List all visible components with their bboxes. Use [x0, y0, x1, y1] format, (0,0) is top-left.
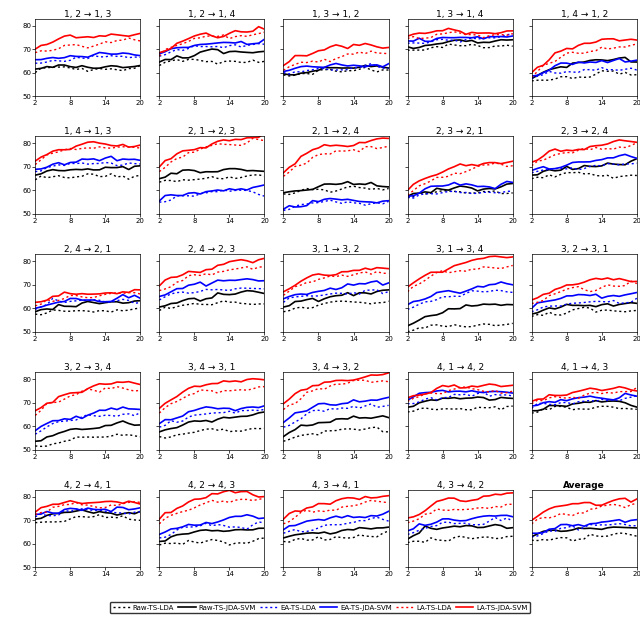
Title: 4, 2 → 4, 3: 4, 2 → 4, 3	[188, 480, 236, 490]
Title: Average: Average	[563, 480, 605, 490]
Title: 1, 4 → 1, 2: 1, 4 → 1, 2	[561, 9, 608, 19]
Title: 3, 2 → 3, 1: 3, 2 → 3, 1	[561, 245, 608, 254]
Title: 1, 3 → 1, 4: 1, 3 → 1, 4	[436, 9, 484, 19]
Title: 1, 2 → 1, 4: 1, 2 → 1, 4	[188, 9, 236, 19]
Title: 3, 4 → 3, 1: 3, 4 → 3, 1	[188, 363, 236, 372]
Title: 3, 2 → 3, 4: 3, 2 → 3, 4	[64, 363, 111, 372]
Title: 2, 3 → 2, 4: 2, 3 → 2, 4	[561, 127, 608, 136]
Title: 1, 4 → 1, 3: 1, 4 → 1, 3	[64, 127, 111, 136]
Title: 2, 1 → 2, 3: 2, 1 → 2, 3	[188, 127, 236, 136]
Title: 4, 3 → 4, 2: 4, 3 → 4, 2	[436, 480, 484, 490]
Title: 2, 1 → 2, 4: 2, 1 → 2, 4	[312, 127, 360, 136]
Title: 3, 1 → 3, 4: 3, 1 → 3, 4	[436, 245, 484, 254]
Title: 3, 4 → 3, 2: 3, 4 → 3, 2	[312, 363, 360, 372]
Title: 1, 2 → 1, 3: 1, 2 → 1, 3	[64, 9, 111, 19]
Title: 4, 1 → 4, 2: 4, 1 → 4, 2	[436, 363, 484, 372]
Legend: Raw-TS-LDA, Raw-TS-JDA-SVM, EA-TS-LDA, EA-TS-JDA-SVM, LA-TS-LDA, LA-TS-JDA-SVM: Raw-TS-LDA, Raw-TS-JDA-SVM, EA-TS-LDA, E…	[110, 602, 530, 613]
Title: 4, 3 → 4, 1: 4, 3 → 4, 1	[312, 480, 360, 490]
Title: 2, 3 → 2, 1: 2, 3 → 2, 1	[436, 127, 484, 136]
Title: 4, 1 → 4, 3: 4, 1 → 4, 3	[561, 363, 608, 372]
Title: 1, 3 → 1, 2: 1, 3 → 1, 2	[312, 9, 360, 19]
Title: 3, 1 → 3, 2: 3, 1 → 3, 2	[312, 245, 360, 254]
Title: 4, 2 → 4, 1: 4, 2 → 4, 1	[64, 480, 111, 490]
Title: 2, 4 → 2, 3: 2, 4 → 2, 3	[188, 245, 236, 254]
Title: 2, 4 → 2, 1: 2, 4 → 2, 1	[64, 245, 111, 254]
